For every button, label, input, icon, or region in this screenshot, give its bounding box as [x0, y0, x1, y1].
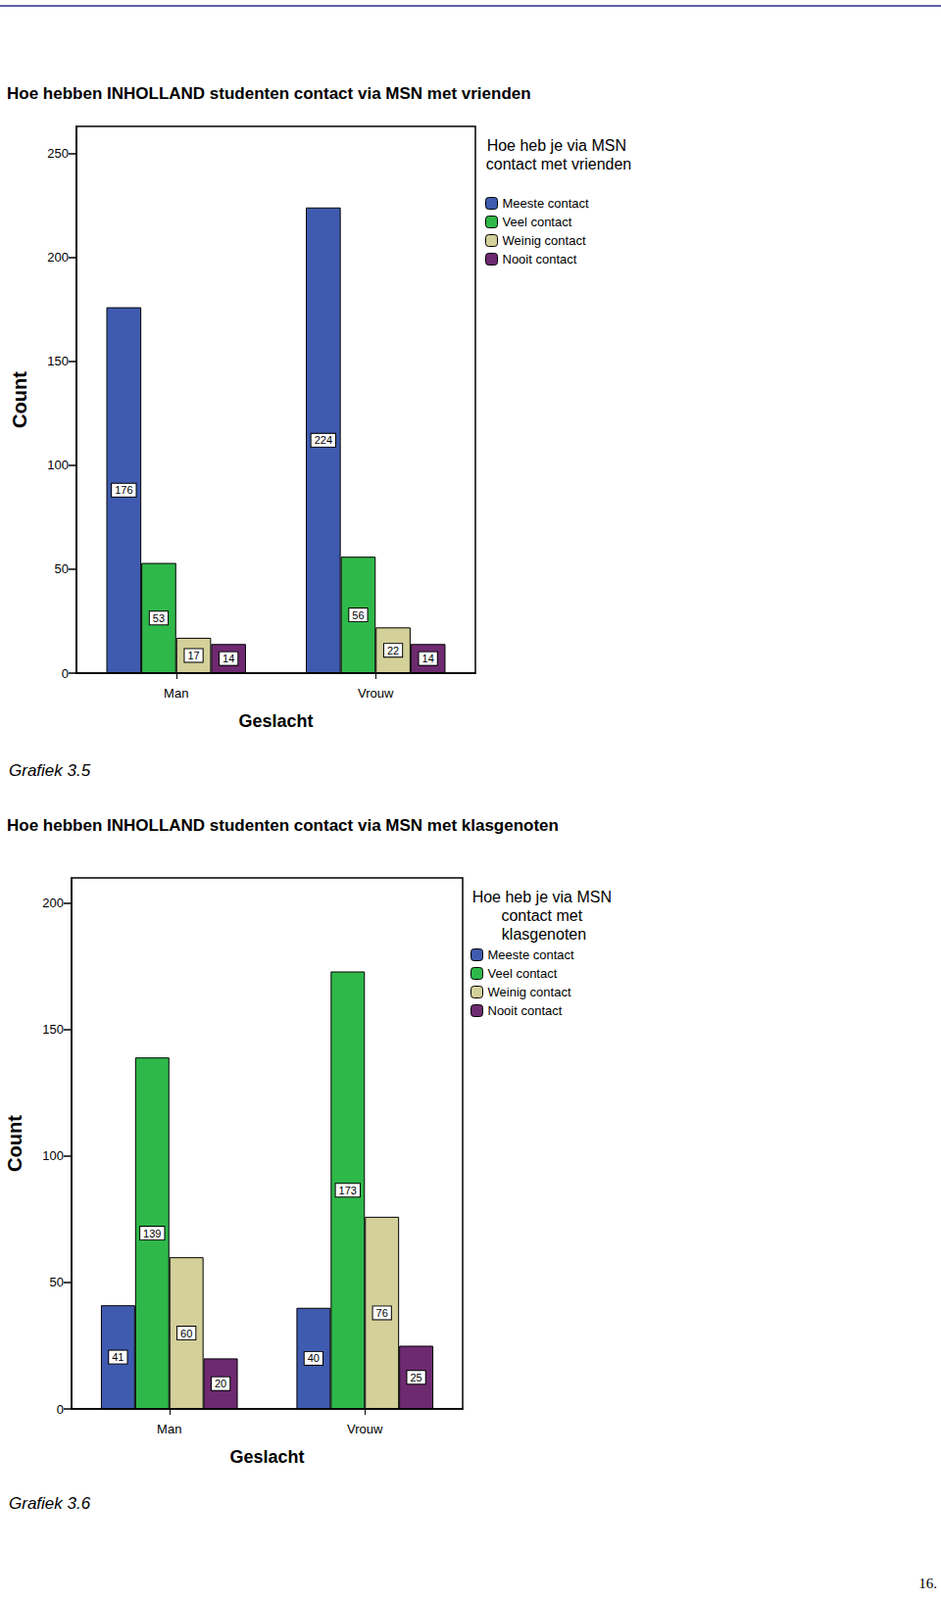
svg-text:Weinig contact: Weinig contact [488, 985, 572, 1000]
svg-text:Geslacht: Geslacht [229, 1447, 304, 1468]
svg-text:Nooit contact: Nooit contact [502, 251, 578, 267]
svg-text:Geslacht: Geslacht [238, 711, 313, 732]
svg-text:Count: Count [3, 1115, 26, 1173]
svg-text:14: 14 [222, 652, 235, 665]
svg-text:100: 100 [42, 1148, 64, 1164]
svg-text:16.: 16. [918, 1576, 938, 1592]
svg-text:200: 200 [42, 895, 64, 911]
svg-text:Meeste contact: Meeste contact [502, 196, 591, 211]
svg-text:56: 56 [351, 609, 364, 622]
svg-text:Man: Man [156, 1422, 182, 1437]
svg-text:50: 50 [49, 1275, 64, 1290]
svg-text:Meeste contact: Meeste contact [488, 947, 576, 963]
svg-text:Grafiek 3.5: Grafiek 3.5 [8, 761, 92, 781]
svg-text:0: 0 [61, 666, 69, 682]
svg-text:Count: Count [8, 371, 31, 429]
svg-text:40: 40 [307, 1352, 320, 1365]
svg-text:Grafiek 3.6: Grafiek 3.6 [8, 1494, 92, 1514]
svg-text:224: 224 [314, 434, 333, 446]
svg-text:250: 250 [47, 146, 69, 161]
svg-text:150: 150 [42, 1022, 64, 1038]
svg-text:100: 100 [47, 457, 69, 473]
svg-text:139: 139 [143, 1228, 161, 1240]
svg-text:22: 22 [387, 644, 399, 657]
svg-text:173: 173 [339, 1185, 357, 1197]
svg-text:0: 0 [56, 1402, 64, 1418]
svg-text:Veel contact: Veel contact [502, 214, 573, 230]
svg-text:Vrouw: Vrouw [357, 686, 395, 701]
svg-text:76: 76 [376, 1307, 389, 1320]
svg-text:contact met vrienden: contact met vrienden [486, 155, 633, 173]
svg-text:50: 50 [54, 561, 69, 577]
svg-text:176: 176 [114, 484, 133, 496]
svg-text:Veel contact: Veel contact [488, 966, 558, 982]
svg-text:41: 41 [111, 1351, 124, 1364]
svg-text:Vrouw: Vrouw [346, 1422, 384, 1437]
svg-text:Hoe heb je via MSN: Hoe heb je via MSN [472, 889, 617, 906]
svg-text:53: 53 [152, 612, 165, 625]
svg-text:25: 25 [409, 1372, 422, 1385]
svg-text:17: 17 [187, 649, 199, 662]
svg-text:14: 14 [422, 652, 435, 665]
svg-text:Nooit contact: Nooit contact [488, 1003, 563, 1019]
svg-text:Weinig contact: Weinig contact [502, 233, 587, 248]
svg-text:klasgenoten: klasgenoten [501, 926, 587, 943]
svg-text:20: 20 [214, 1378, 227, 1390]
svg-text:Hoe hebben INHOLLAND studenten: Hoe hebben INHOLLAND studenten contact v… [6, 84, 532, 103]
svg-text:contact met: contact met [500, 907, 587, 925]
svg-text:Hoe heb je via MSN: Hoe heb je via MSN [487, 137, 632, 154]
svg-text:Hoe hebben INHOLLAND studenten: Hoe hebben INHOLLAND studenten contact v… [6, 816, 559, 836]
svg-text:60: 60 [180, 1328, 193, 1340]
svg-text:Man: Man [163, 686, 189, 701]
svg-text:150: 150 [47, 353, 69, 369]
svg-text:200: 200 [47, 249, 69, 265]
